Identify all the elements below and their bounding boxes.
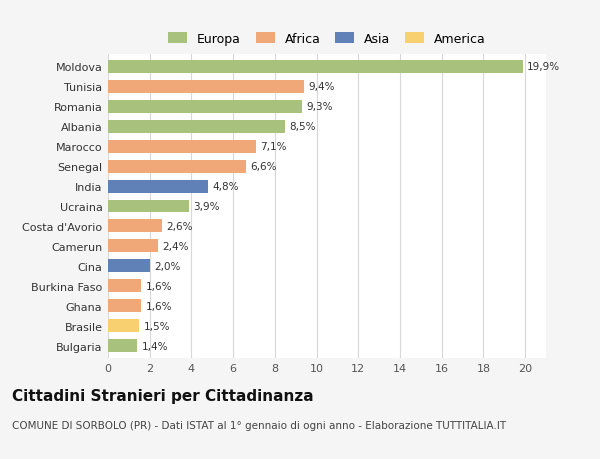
Bar	[108, 240, 158, 253]
Text: 2,4%: 2,4%	[162, 241, 189, 252]
Text: 1,4%: 1,4%	[142, 341, 168, 351]
Bar	[108, 260, 150, 273]
Text: 9,4%: 9,4%	[308, 82, 335, 92]
Bar	[108, 319, 139, 333]
Bar	[108, 61, 523, 73]
Bar	[108, 120, 285, 133]
Text: 1,5%: 1,5%	[143, 321, 170, 331]
Bar	[108, 160, 245, 173]
Text: 1,6%: 1,6%	[146, 301, 172, 311]
Bar	[108, 220, 162, 233]
Text: 9,3%: 9,3%	[306, 102, 332, 112]
Text: 3,9%: 3,9%	[194, 202, 220, 212]
Text: 4,8%: 4,8%	[212, 182, 239, 191]
Text: 2,0%: 2,0%	[154, 261, 180, 271]
Text: 1,6%: 1,6%	[146, 281, 172, 291]
Text: 2,6%: 2,6%	[166, 222, 193, 231]
Text: 19,9%: 19,9%	[527, 62, 560, 72]
Text: 8,5%: 8,5%	[289, 122, 316, 132]
Text: 6,6%: 6,6%	[250, 162, 277, 172]
Bar	[108, 280, 142, 293]
Bar	[108, 101, 302, 113]
Text: Cittadini Stranieri per Cittadinanza: Cittadini Stranieri per Cittadinanza	[12, 388, 314, 403]
Text: COMUNE DI SORBOLO (PR) - Dati ISTAT al 1° gennaio di ogni anno - Elaborazione TU: COMUNE DI SORBOLO (PR) - Dati ISTAT al 1…	[12, 420, 506, 430]
Legend: Europa, Africa, Asia, America: Europa, Africa, Asia, America	[168, 33, 486, 46]
Bar	[108, 300, 142, 313]
Bar	[108, 140, 256, 153]
Bar	[108, 200, 190, 213]
Bar	[108, 340, 137, 353]
Text: 7,1%: 7,1%	[260, 142, 287, 152]
Bar	[108, 80, 304, 94]
Bar	[108, 180, 208, 193]
